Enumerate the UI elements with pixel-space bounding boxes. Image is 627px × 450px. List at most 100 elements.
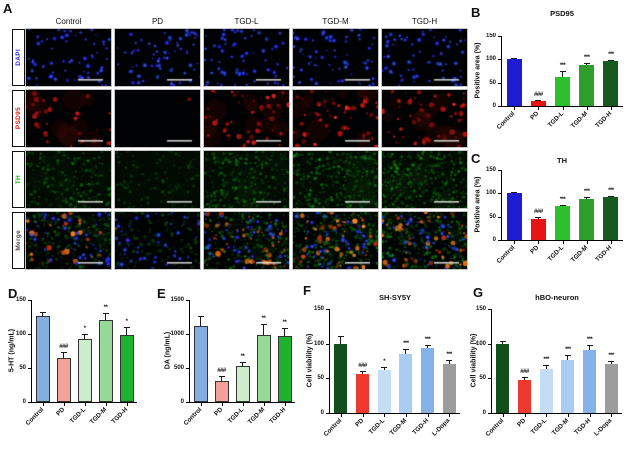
y-tick-mark: [488, 343, 491, 345]
y-tick-label: 150: [15, 297, 26, 303]
x-tick-mark: [562, 241, 564, 244]
y-tick-mark: [498, 193, 501, 195]
error-bar: [200, 315, 201, 326]
x-tick-mark: [263, 403, 265, 406]
y-tick-mark: [498, 170, 501, 171]
x-tick-mark: [514, 241, 516, 244]
micrograph-th-tgd-h: [381, 150, 468, 209]
chart-title: SH-SY5Y: [378, 293, 412, 302]
y-tick-label: 100: [485, 190, 496, 197]
micrograph-th-tgd-l: [203, 150, 290, 209]
error-bar-cap: [559, 204, 566, 206]
bar-tgd-m: [579, 65, 595, 106]
significance-label: ***: [543, 357, 549, 364]
micrograph-merge-tgd-h: [381, 211, 468, 270]
error-bar-cap: [499, 340, 506, 342]
x-tick-mark: [105, 403, 107, 406]
bar-tgd-h: [603, 197, 619, 240]
x-axis-line: [491, 413, 622, 414]
bar-control: [35, 315, 50, 402]
bar-pd: [530, 101, 546, 106]
error-bar-cap: [123, 327, 130, 329]
y-tick-label: 100: [15, 331, 26, 337]
y-tick-mark: [498, 106, 501, 107]
y-tick-label: 100: [313, 340, 324, 347]
row-label-th: TH: [12, 151, 25, 208]
error-bar-cap: [39, 312, 46, 314]
y-tick-mark: [498, 59, 501, 61]
panel-letter-g: G: [473, 285, 484, 300]
column-label-tgd-m: TGD-M: [322, 17, 349, 26]
error-bar-cap: [583, 196, 590, 198]
error-bar-cap: [260, 323, 267, 325]
error-bar: [586, 196, 588, 199]
row-label-text: Merge: [15, 230, 22, 251]
micrograph-th-pd: [114, 150, 201, 209]
error-bar-cap: [60, 351, 67, 353]
significance-label: ***: [403, 340, 409, 347]
bar-tgd-h: [277, 336, 292, 402]
error-bar-cap: [424, 345, 431, 347]
bar-l-dopa: [604, 364, 618, 413]
bar-pd: [518, 380, 531, 413]
x-tick-label: TGD-M: [569, 244, 589, 264]
micrograph-th-tgd-m: [292, 150, 379, 209]
y-axis-label: Cell viability (%): [306, 333, 314, 388]
significance-label: ***: [559, 63, 566, 70]
y-tick-mark: [488, 378, 491, 380]
error-bar-cap: [543, 365, 550, 367]
y-tick-mark: [498, 36, 501, 37]
error-bar-cap: [535, 100, 542, 102]
error-bar: [545, 365, 547, 369]
chart-title: PSD95: [550, 9, 574, 18]
bar-control: [334, 343, 348, 413]
y-axis-label: DA (ng/mL): [164, 331, 172, 370]
y-tick-mark: [498, 240, 501, 241]
y-tick-label: 100: [475, 340, 486, 347]
error-bar: [284, 328, 285, 337]
y-tick-mark: [326, 309, 329, 310]
bar-tgd-l: [539, 368, 553, 413]
y-tick-label: 150: [485, 33, 496, 39]
bar-tgd-m: [561, 359, 575, 413]
y-tick-label: 0: [482, 410, 486, 416]
y-tick-mark: [28, 368, 31, 369]
x-axis-line: [501, 106, 623, 107]
micrograph-merge-tgd-l: [203, 211, 290, 270]
significance-label: **: [240, 353, 245, 360]
error-bar: [105, 312, 106, 320]
significance-label: ###: [520, 368, 529, 375]
significance-label: ###: [534, 209, 543, 216]
y-axis-line: [189, 300, 190, 403]
error-bar-cap: [239, 361, 246, 363]
y-axis-line: [501, 170, 502, 241]
row-label-dapi: DAPI: [12, 29, 25, 86]
error-bar-cap: [337, 336, 344, 338]
row-label-psd95: PSD95: [12, 90, 25, 147]
x-tick-label: Control: [181, 406, 203, 428]
x-tick-label: TGD-L: [546, 110, 565, 129]
x-tick-label: TGD-L: [546, 244, 565, 263]
significance-label: ***: [583, 54, 590, 61]
y-tick-mark: [28, 300, 31, 301]
x-tick-mark: [524, 414, 526, 417]
x-tick-mark: [610, 107, 612, 110]
error-bar: [126, 327, 127, 336]
x-tick-mark: [362, 414, 364, 417]
y-tick-mark: [488, 309, 491, 310]
bar-tgd-m: [98, 319, 113, 402]
micrograph-psd95-tgd-h: [381, 89, 468, 148]
y-tick-label: 150: [485, 167, 496, 173]
micrograph-merge-pd: [114, 211, 201, 270]
x-tick-mark: [449, 414, 451, 417]
significance-label: ###: [217, 367, 226, 374]
micrograph-psd95-control: [25, 89, 112, 148]
error-bar-cap: [281, 328, 288, 330]
error-bar-cap: [218, 375, 225, 377]
micrograph-th-control: [25, 150, 112, 209]
y-tick-label: 50: [479, 375, 486, 382]
x-tick-mark: [562, 107, 564, 110]
y-axis-label: Positive area (%): [474, 42, 482, 99]
y-axis-line: [491, 309, 492, 414]
x-axis-line: [329, 413, 460, 414]
